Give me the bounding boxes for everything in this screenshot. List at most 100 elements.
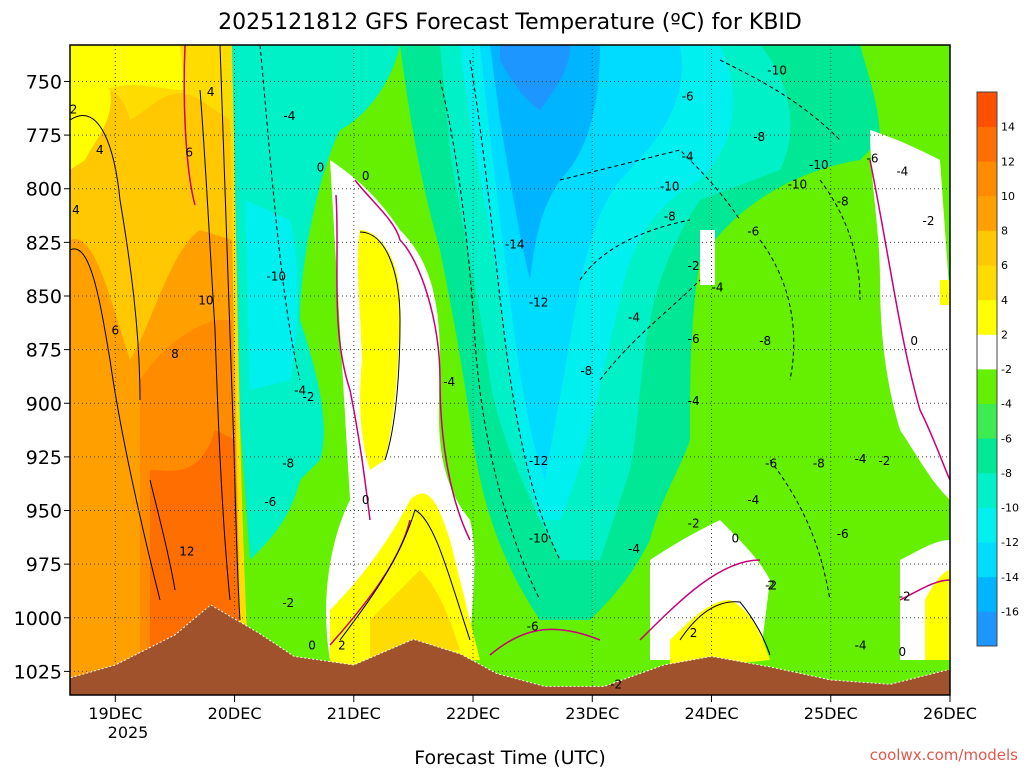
cold-contour <box>439 79 541 601</box>
contour-label: -8 <box>813 456 825 470</box>
colorbar-tick-label: 2 <box>1001 328 1008 341</box>
contour-label: 4 <box>207 85 215 99</box>
cold-contour <box>719 59 841 141</box>
colorbar-swatch <box>977 195 997 231</box>
contour-label: -2 <box>899 589 911 603</box>
x-tick-label: 24DEC <box>685 704 739 723</box>
colorbar-tick-label: -12 <box>1001 536 1019 549</box>
y-tick-label: 850 <box>26 286 62 308</box>
cold-contour <box>599 279 701 381</box>
contour-label: 0 <box>362 169 370 183</box>
contour-label: -10 <box>809 158 829 172</box>
cold-contour <box>759 239 795 381</box>
freezing-line-contour <box>335 194 371 521</box>
mild-region-right-7 <box>940 280 950 305</box>
cold-contour <box>579 219 691 281</box>
contour-label: 0 <box>317 160 325 174</box>
contour-label: -8 <box>282 456 294 470</box>
colorbar-swatch <box>977 299 997 335</box>
contour-label: -6 <box>867 152 879 166</box>
freezing-line-contour <box>489 628 601 656</box>
contour-label: -8 <box>837 195 849 209</box>
y-tick-label: 825 <box>26 232 62 254</box>
contour-label: -6 <box>527 619 539 633</box>
colorbar-tick-label: -6 <box>1001 432 1012 445</box>
contour-label: 2 <box>70 102 78 116</box>
contour-label: -2 <box>923 214 935 228</box>
contour-label: -8 <box>664 210 676 224</box>
cold-contour <box>769 459 831 601</box>
contour-label: -6 <box>747 225 759 239</box>
x-axis-year-label: 2025 <box>108 723 149 742</box>
contour-label: -12 <box>529 454 549 468</box>
y-tick-label: 800 <box>26 179 62 201</box>
contour-label: -2 <box>688 516 700 530</box>
contour-label: 6 <box>111 323 119 337</box>
x-tick-label: 22DEC <box>446 704 500 723</box>
plot-frame <box>69 44 951 696</box>
contour-label: 12 <box>179 544 194 558</box>
colorbar-swatch <box>977 161 997 197</box>
freezing-line-contour <box>899 579 950 601</box>
y-tick-label: 775 <box>26 125 62 147</box>
cold-contour <box>469 59 561 561</box>
x-tick-label: 21DEC <box>327 704 381 723</box>
contour-label: 0 <box>362 493 370 507</box>
freezing-line-contour <box>354 179 471 541</box>
mild-region-right-6 <box>700 230 715 285</box>
contour-label: -4 <box>747 493 759 507</box>
colorbar-tick-label: 14 <box>1001 121 1015 134</box>
cold-contour <box>559 149 741 221</box>
cold-trough-inner-14 <box>490 45 600 280</box>
cold-trough-core <box>500 45 570 110</box>
contour-label: -6 <box>765 456 777 470</box>
contour-label: -10 <box>266 270 286 284</box>
colorbar-swatch <box>977 438 997 474</box>
colorbar-frame <box>976 91 998 647</box>
contour-label: -2 <box>765 579 777 593</box>
contour-label: -4 <box>294 383 306 397</box>
contour-label: 2 <box>690 626 698 640</box>
contour-label: 0 <box>308 639 316 653</box>
colorbar-swatch <box>977 126 997 162</box>
contour-label: -10 <box>529 531 549 545</box>
contour-label: -2 <box>282 596 294 610</box>
warm-region-pale <box>70 45 185 110</box>
x-tick-label: 19DEC <box>88 704 142 723</box>
warm-contour <box>359 231 401 461</box>
colorbar-swatch <box>977 507 997 543</box>
contour-label: -6 <box>688 332 700 346</box>
contour-label: -10 <box>788 177 808 191</box>
contour-label: -10 <box>660 180 680 194</box>
contour-label: 6 <box>185 145 193 159</box>
cold-band <box>232 45 400 560</box>
contour-label: -4 <box>711 280 723 294</box>
warm-contour <box>339 509 471 641</box>
colorbar-tick-label: 4 <box>1001 294 1008 307</box>
warm-contour <box>70 248 161 601</box>
freezing-line-contour <box>869 159 950 481</box>
colorbar-swatch <box>977 576 997 612</box>
colorbar-tick-label: 6 <box>1001 259 1008 272</box>
colorbar-swatch <box>977 369 997 405</box>
warm-contour <box>219 45 241 621</box>
contour-label: -4 <box>688 394 700 408</box>
colorbar-tick-label: -10 <box>1001 502 1019 515</box>
colorbar-swatch <box>977 542 997 578</box>
contour-label: -14 <box>505 238 525 252</box>
y-tick-label: 750 <box>26 71 62 93</box>
contour-label: -8 <box>580 364 592 378</box>
x-tick-label: 20DEC <box>208 704 262 723</box>
warm-contour <box>199 89 231 601</box>
contour-label: -6 <box>837 527 849 541</box>
contour-label: -4 <box>855 452 867 466</box>
terrain-ground <box>70 604 950 695</box>
colorbar-swatch <box>977 265 997 301</box>
contour-label: 8 <box>171 347 179 361</box>
cold-contour <box>819 179 861 301</box>
mild-region-yellow-3 <box>370 570 460 660</box>
contour-label: -4 <box>443 375 455 389</box>
